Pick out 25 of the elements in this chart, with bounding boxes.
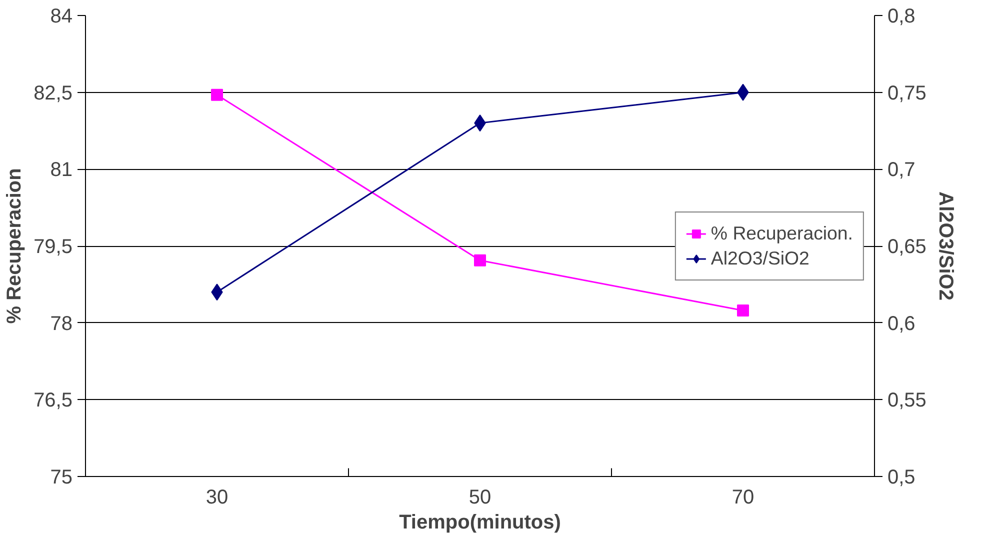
y2-tick-label: 0,5 — [888, 466, 916, 488]
x-axis-title: Tiempo(minutos) — [399, 512, 561, 534]
legend-label: Al2O3/SiO2 — [710, 247, 810, 269]
point — [211, 88, 223, 101]
y-tick-label: 84 — [50, 6, 73, 28]
point — [474, 254, 486, 266]
y-tick-label: 81 — [50, 159, 73, 182]
y2-tick-label: 0,7 — [888, 159, 916, 182]
y2-tick-label: 0,6 — [888, 312, 916, 335]
y2-tick-label: 0,75 — [888, 82, 926, 104]
y2-tick-label: 0,65 — [888, 236, 926, 258]
y-tick-label: 76,5 — [34, 390, 73, 412]
point — [737, 304, 749, 317]
y2-tick-label: 0,8 — [888, 6, 916, 28]
y-tick-label: 79,5 — [34, 236, 73, 258]
y2-axis-title: Al2O3/SiO2 — [934, 192, 956, 300]
legend-label: % Recuperacion. — [710, 222, 853, 244]
y-tick-label: 78 — [50, 312, 73, 335]
y-axis-title: % Recuperacion — [4, 168, 26, 324]
y-tick-label: 75 — [50, 466, 73, 488]
y-tick-label: 82,5 — [34, 82, 73, 104]
x-tick-label: 30 — [206, 486, 228, 508]
y2-tick-label: 0,55 — [888, 390, 926, 412]
x-tick-label: 50 — [468, 486, 492, 508]
x-tick-label: 70 — [732, 486, 754, 508]
